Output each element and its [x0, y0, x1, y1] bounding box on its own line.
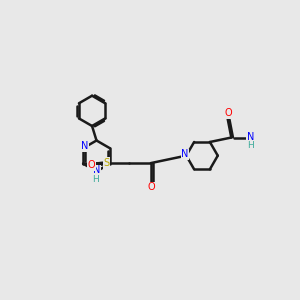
Text: O: O — [147, 182, 155, 192]
Text: N: N — [182, 149, 189, 160]
Text: S: S — [103, 158, 110, 168]
Text: O: O — [224, 108, 232, 118]
Text: N: N — [81, 141, 88, 152]
Text: O: O — [87, 160, 95, 170]
Text: H: H — [247, 141, 254, 150]
Text: H: H — [92, 175, 99, 184]
Text: N: N — [93, 166, 100, 176]
Text: N: N — [247, 132, 254, 142]
